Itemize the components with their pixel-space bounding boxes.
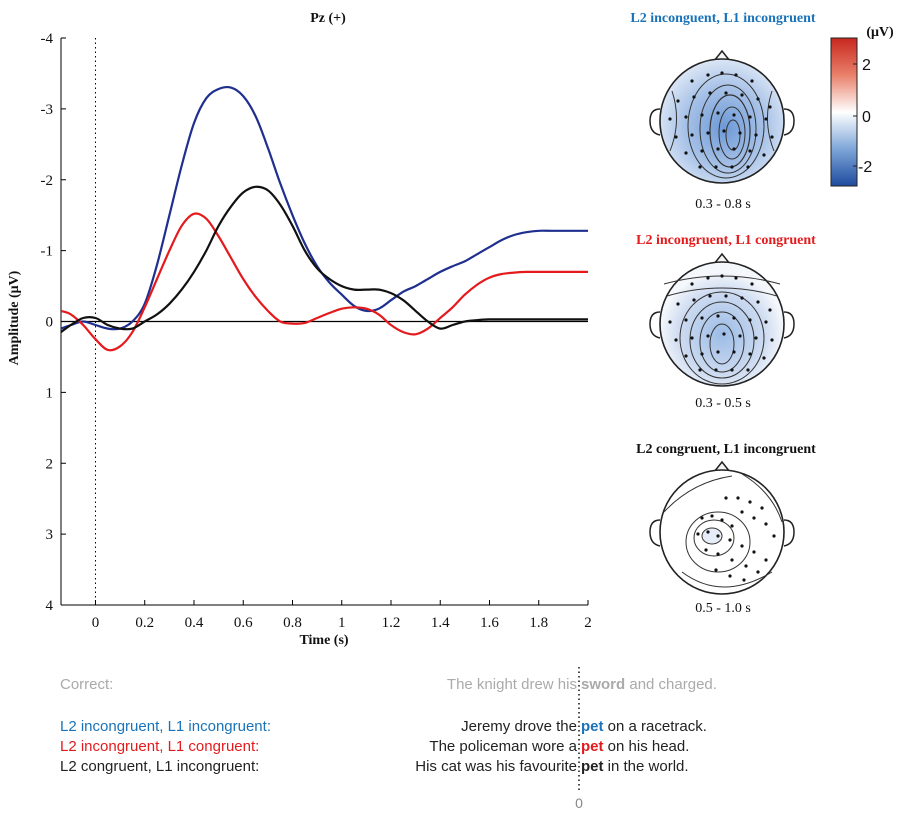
- y-tick-label: -2: [41, 173, 54, 189]
- sentence-label-l2i-l1i: L2 incongruent, L1 incongruent:: [60, 718, 271, 735]
- y-axis-label: Amplitude (μV): [7, 270, 22, 365]
- x-axis-label: Time (s): [299, 633, 348, 648]
- x-tick-label: 2: [584, 615, 592, 631]
- sentence-target-l2i-l1i: pet on a racetrack.: [581, 718, 707, 735]
- sentence-label-l2i-l1c: L2 incongruent, L1 congruent:: [60, 738, 259, 755]
- y-ticks: -4 -3 -2 -1 0 1 2 3 4: [41, 31, 66, 614]
- colorbar-ticks: 2 0 -2: [853, 57, 872, 176]
- x-ticks: 0 0.2 0.4 0.6 0.8 1 1.2 1.4 1.6 1.8 2: [92, 600, 592, 631]
- x-tick-label: 0.4: [185, 615, 204, 631]
- x-tick-label: 1.8: [529, 615, 548, 631]
- y-tick-label: 4: [46, 598, 54, 614]
- chart-title: Pz (+): [310, 11, 346, 26]
- x-tick-label: 1.6: [480, 615, 499, 631]
- topomap-2-title: L2 incongruent, L1 congruent: [636, 233, 816, 248]
- series-lines: [61, 85, 588, 352]
- topomap-1-title: L2 inconguent, L1 incongruent: [630, 11, 815, 26]
- x-tick-label: 1: [338, 615, 346, 631]
- x-tick-label: 0.2: [135, 615, 154, 631]
- topomap-1-window: 0.3 - 0.8 s: [695, 197, 751, 212]
- sentence-prefix-l2c-l1i: His cat was his favourite: [415, 758, 577, 775]
- series-line-3: [61, 185, 588, 334]
- y-tick-label: 1: [46, 385, 54, 401]
- series-line-2: [61, 212, 588, 352]
- y-tick-label: -4: [41, 31, 54, 47]
- x-tick-label: 0: [92, 615, 100, 631]
- x-tick-label: 1.2: [382, 615, 401, 631]
- sentence-prefix-correct: The knight drew his: [447, 676, 577, 693]
- sentence-label-correct: Correct:: [60, 676, 113, 693]
- y-tick-label: 2: [46, 456, 54, 472]
- x-tick-label: 0.8: [283, 615, 302, 631]
- sentence-target-l2i-l1c: pet on his head.: [581, 738, 689, 755]
- y-tick-label: -1: [41, 244, 54, 260]
- topomap-3-title: L2 congruent, L1 incongruent: [636, 442, 816, 457]
- topomap-2-head: [649, 252, 795, 387]
- colorbar-tick-label: 2: [862, 57, 871, 74]
- y-tick-label: 3: [46, 527, 54, 543]
- topomap-2-window: 0.3 - 0.5 s: [695, 396, 751, 411]
- sentence-prefix-l2i-l1c: The policeman wore a: [429, 738, 577, 755]
- sentence-target-correct: sword and charged.: [581, 676, 717, 693]
- colorbar-tick-label: -2: [858, 159, 872, 176]
- y-tick-label: -3: [41, 102, 54, 118]
- colorbar: [830, 37, 858, 187]
- x-tick-label: 0.6: [234, 615, 253, 631]
- sentence-prefix-l2i-l1i: Jeremy drove the: [461, 718, 577, 735]
- sentence-examples: Correct: L2 incongruent, L1 incongruent:…: [60, 667, 717, 811]
- series-line-1: [61, 85, 588, 331]
- sentence-target-l2c-l1i: pet in the world.: [581, 758, 689, 775]
- topomap-3-window: 0.5 - 1.0 s: [695, 601, 751, 616]
- topomap-3-head: [649, 460, 795, 595]
- colorbar-unit: (μV): [866, 25, 894, 40]
- word-onset-label: 0: [575, 795, 583, 811]
- sentence-label-l2c-l1i: L2 congruent, L1 incongruent:: [60, 758, 259, 775]
- colorbar-tick-label: 0: [862, 109, 871, 126]
- x-tick-label: 1.4: [431, 615, 450, 631]
- y-tick-label: 0: [46, 315, 54, 331]
- topomap-1-head: [649, 49, 795, 184]
